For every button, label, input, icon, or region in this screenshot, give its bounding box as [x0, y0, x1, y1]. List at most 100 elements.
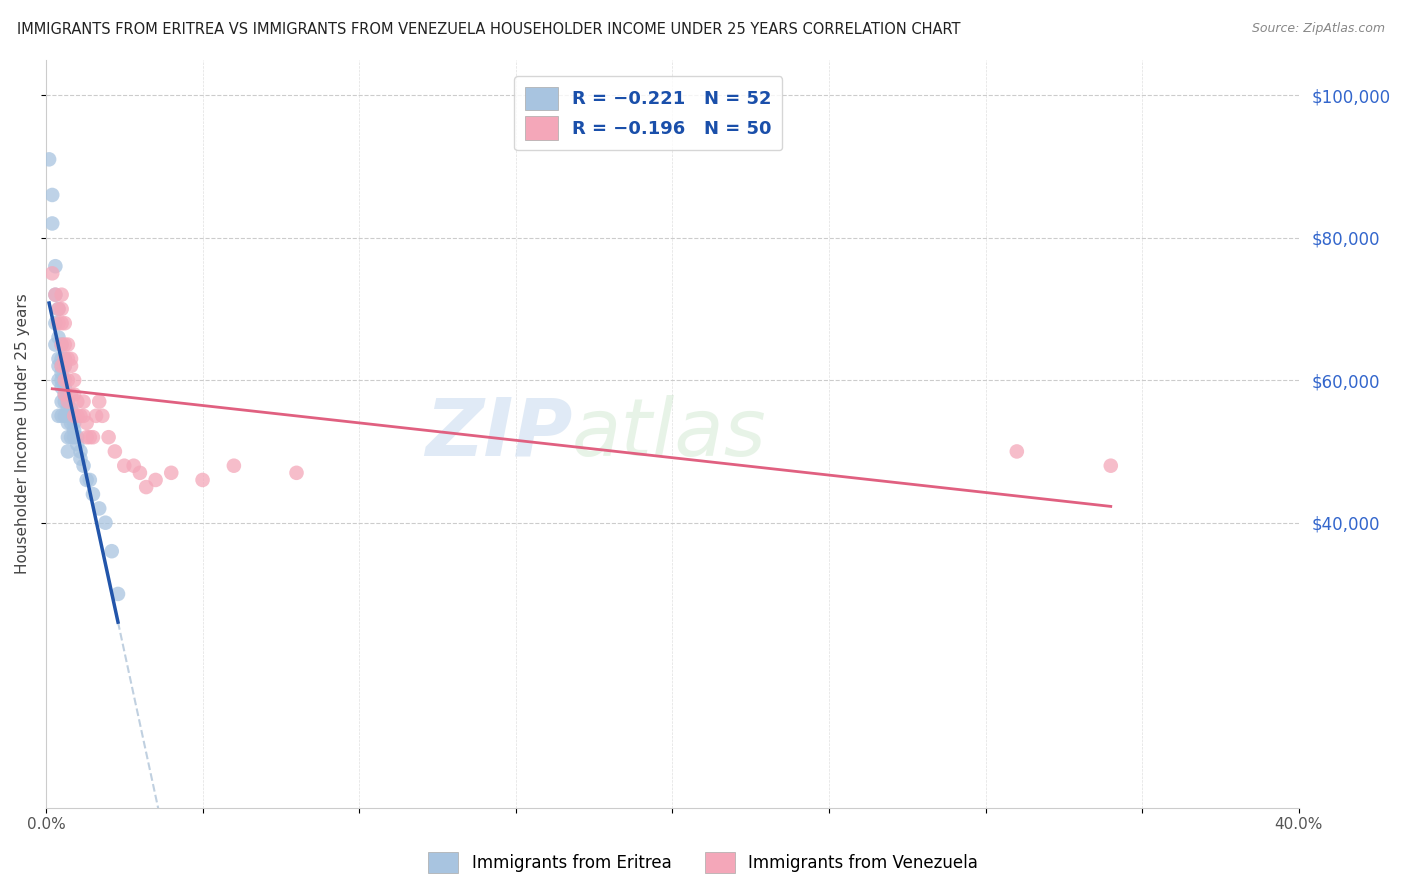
Point — [48, 359, 70, 373]
Point — [63, 416, 86, 430]
Text: IMMIGRANTS FROM ERITREA VS IMMIGRANTS FROM VENEZUELA HOUSEHOLDER INCOME UNDER 25: IMMIGRANTS FROM ERITREA VS IMMIGRANTS FR… — [17, 22, 960, 37]
Point — [145, 473, 167, 487]
Point — [56, 401, 79, 416]
Point — [56, 430, 79, 444]
Point — [135, 480, 157, 494]
Point — [51, 380, 73, 394]
Point — [56, 337, 79, 351]
Point — [53, 387, 76, 401]
Point — [91, 409, 114, 423]
Point — [56, 409, 79, 423]
Point — [89, 501, 111, 516]
Point — [66, 430, 89, 444]
Point — [69, 444, 91, 458]
Y-axis label: Householder Income Under 25 years: Householder Income Under 25 years — [15, 293, 30, 574]
Point — [79, 473, 101, 487]
Point — [53, 373, 76, 387]
Point — [63, 373, 86, 387]
Point — [60, 401, 83, 416]
Point — [56, 416, 79, 430]
Point — [107, 587, 129, 601]
Point — [51, 287, 73, 301]
Point — [94, 516, 117, 530]
Text: ZIP: ZIP — [425, 394, 572, 473]
Point — [41, 266, 63, 280]
Point — [38, 153, 60, 167]
Point — [44, 316, 66, 330]
Point — [60, 430, 83, 444]
Point — [53, 359, 76, 373]
Point — [53, 316, 76, 330]
Point — [48, 316, 70, 330]
Point — [53, 351, 76, 366]
Point — [53, 380, 76, 394]
Legend: R = −0.221   N = 52, R = −0.196   N = 50: R = −0.221 N = 52, R = −0.196 N = 50 — [515, 76, 782, 151]
Point — [53, 337, 76, 351]
Point — [44, 337, 66, 351]
Point — [51, 351, 73, 366]
Point — [56, 444, 79, 458]
Text: Source: ZipAtlas.com: Source: ZipAtlas.com — [1251, 22, 1385, 36]
Point — [222, 458, 245, 473]
Point — [129, 466, 152, 480]
Point — [44, 259, 66, 273]
Point — [51, 337, 73, 351]
Point — [51, 301, 73, 316]
Point — [285, 466, 308, 480]
Text: atlas: atlas — [572, 394, 766, 473]
Point — [48, 330, 70, 344]
Point — [1005, 444, 1028, 458]
Point — [60, 416, 83, 430]
Point — [63, 387, 86, 401]
Point — [51, 394, 73, 409]
Point — [1099, 458, 1122, 473]
Point — [51, 373, 73, 387]
Point — [66, 437, 89, 451]
Point — [97, 430, 120, 444]
Point — [41, 188, 63, 202]
Point — [89, 394, 111, 409]
Point — [44, 287, 66, 301]
Point — [112, 458, 135, 473]
Point — [63, 423, 86, 437]
Point — [51, 409, 73, 423]
Point — [56, 351, 79, 366]
Point — [72, 458, 94, 473]
Legend: Immigrants from Eritrea, Immigrants from Venezuela: Immigrants from Eritrea, Immigrants from… — [422, 846, 984, 880]
Point — [84, 409, 107, 423]
Point — [79, 430, 101, 444]
Point — [191, 473, 214, 487]
Point — [41, 217, 63, 231]
Point — [53, 359, 76, 373]
Point — [48, 373, 70, 387]
Point — [60, 387, 83, 401]
Point — [53, 394, 76, 409]
Point — [53, 373, 76, 387]
Point — [53, 409, 76, 423]
Point — [104, 444, 127, 458]
Point — [82, 430, 104, 444]
Point — [48, 351, 70, 366]
Point — [60, 351, 83, 366]
Point — [66, 394, 89, 409]
Point — [56, 394, 79, 409]
Point — [60, 359, 83, 373]
Point — [122, 458, 145, 473]
Point — [51, 359, 73, 373]
Point — [51, 316, 73, 330]
Point — [44, 287, 66, 301]
Point — [63, 409, 86, 423]
Point — [76, 430, 98, 444]
Point — [51, 337, 73, 351]
Point — [51, 366, 73, 380]
Point — [48, 301, 70, 316]
Point — [69, 451, 91, 466]
Point — [69, 409, 91, 423]
Point — [76, 473, 98, 487]
Point — [66, 409, 89, 423]
Point — [48, 409, 70, 423]
Point — [72, 394, 94, 409]
Point — [56, 394, 79, 409]
Point — [76, 416, 98, 430]
Point — [63, 430, 86, 444]
